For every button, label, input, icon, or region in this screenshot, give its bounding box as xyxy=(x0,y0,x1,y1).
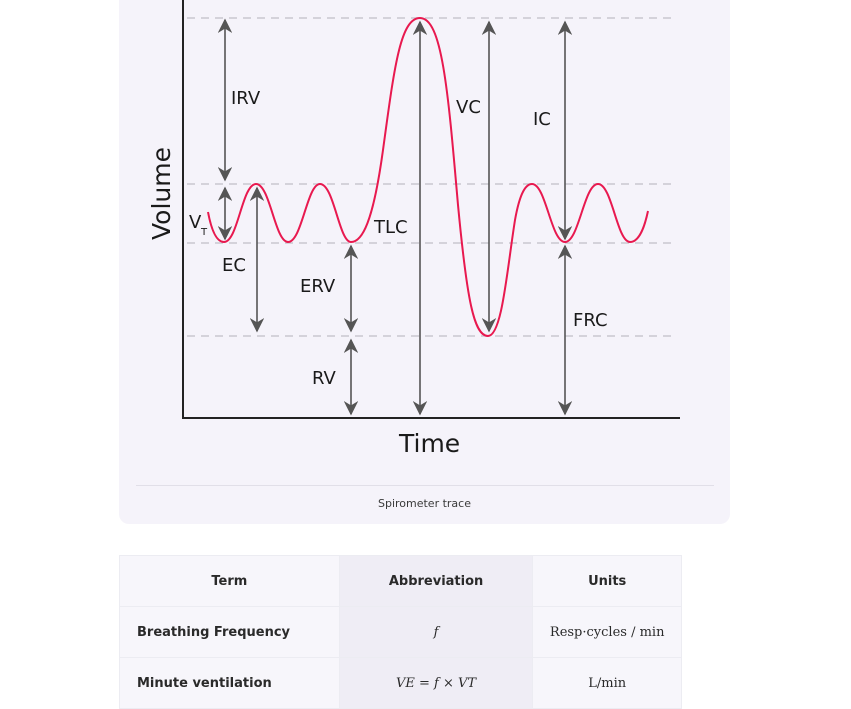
caption-divider xyxy=(136,485,714,486)
label-ic: IC xyxy=(533,109,551,130)
label-vt-subscript: T xyxy=(200,227,208,238)
breathing-trace xyxy=(207,16,649,338)
terms-table: Term Abbreviation Units Breathing Freque… xyxy=(119,555,682,709)
label-tlc: TLC xyxy=(373,217,408,238)
table-row: Breathing Frequency f Resp·cycles / min xyxy=(119,606,682,658)
label-irv: IRV xyxy=(231,88,261,109)
header-abbreviation: Abbreviation xyxy=(338,555,534,607)
label-vc: VC xyxy=(456,97,481,118)
terms-table-wrapper: Term Abbreviation Units Breathing Freque… xyxy=(119,555,682,709)
label-frc: FRC xyxy=(573,310,608,331)
y-axis-label: Volume xyxy=(147,147,176,240)
cell-abbreviation: f xyxy=(338,606,534,658)
cell-units: L/min xyxy=(532,657,682,709)
cell-term: Breathing Frequency xyxy=(119,606,340,658)
table-row: Minute ventilation VE = f × VT L/min xyxy=(119,657,682,709)
cell-term: Minute ventilation xyxy=(119,657,340,709)
label-erv: ERV xyxy=(300,276,336,297)
label-rv: RV xyxy=(312,368,337,389)
volume-arrows xyxy=(217,18,573,416)
label-ec: EC xyxy=(222,255,246,276)
label-vt: V xyxy=(189,212,202,233)
axes xyxy=(182,0,680,419)
header-term: Term xyxy=(119,555,340,607)
figure-caption: Spirometer trace xyxy=(377,497,471,510)
cell-abbreviation: VE = f × VT xyxy=(338,657,534,709)
cell-units: Resp·cycles / min xyxy=(532,606,682,658)
x-axis-label: Time xyxy=(398,429,460,458)
table-header-row: Term Abbreviation Units xyxy=(119,555,682,607)
spirometer-diagram: IRV VC IC V T TLC EC ERV FRC RV Time Vol… xyxy=(147,0,680,458)
header-units: Units xyxy=(532,555,682,607)
reference-lines xyxy=(187,17,672,337)
